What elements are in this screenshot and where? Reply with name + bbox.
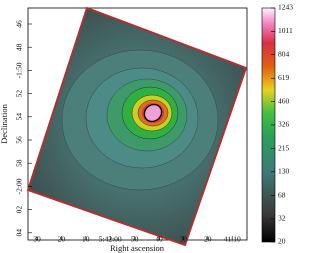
x-tick-label: 5:42:00: [99, 235, 122, 244]
y-tick-label: 46: [15, 20, 24, 28]
x-tick-label: 30: [180, 235, 188, 244]
x-tick-label: 30: [33, 235, 41, 244]
x-tick-label: 40: [155, 235, 163, 244]
x-tick-label: 20: [58, 235, 66, 244]
y-tick-label: -1:50: [15, 62, 24, 78]
x-axis-label: Right ascension: [110, 243, 165, 253]
colorbar-tick-label: 1011: [278, 26, 293, 35]
y-tick-label: 02: [15, 206, 24, 214]
colorbar-tick-label: 460: [278, 96, 290, 105]
colorbar-tick-label: 68: [278, 190, 286, 199]
y-axis-label: Declination: [0, 103, 9, 143]
x-tick-label: 41:10: [224, 235, 241, 244]
colorbar-tick-label: 20: [278, 237, 286, 246]
colorbar-tick-label: 619: [278, 73, 290, 82]
y-tick-label: 54: [15, 113, 24, 121]
colorbar-tick-label: 804: [278, 49, 290, 58]
colorbar-tick-label: 215: [278, 143, 290, 152]
y-tick-label: -2:00: [15, 178, 24, 194]
x-tick-label: 10: [82, 235, 90, 244]
x-tick-label: 50: [131, 235, 139, 244]
colorbar-tick-label: 1243: [278, 3, 293, 12]
colorbar-tick-label: 32: [278, 214, 286, 223]
y-tick-label: 58: [15, 159, 24, 167]
y-tick-label: 48: [15, 43, 24, 51]
colorbar-tick-label: 326: [278, 120, 290, 129]
y-tick-label: 04: [15, 229, 24, 237]
colorbar-tick-label: 130: [278, 167, 290, 176]
y-tick-label: 56: [15, 136, 24, 144]
image-border: [26, 6, 248, 247]
y-tick-label: 52: [15, 90, 24, 98]
chart: Right ascension Declination 30 20 10 5:42:0…: [0, 3, 293, 253]
x-tick-label: 20: [204, 235, 212, 244]
